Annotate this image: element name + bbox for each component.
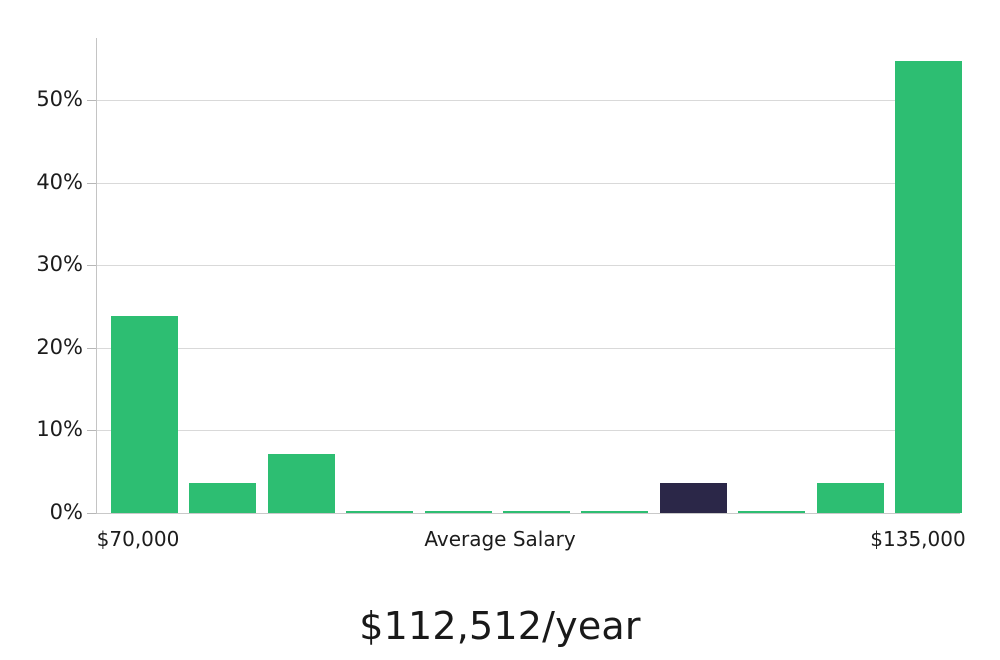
average-salary-caption: $112,512/year (359, 604, 641, 648)
y-axis-tick-label: 40% (36, 169, 83, 194)
bar-rect (738, 511, 806, 513)
plot-area (97, 38, 963, 514)
bar-rect (189, 483, 257, 513)
bar-rect (502, 511, 571, 513)
bar[interactable] (424, 511, 492, 513)
y-axis-tick-mark (87, 182, 96, 184)
y-axis-tick-mark (87, 513, 96, 514)
gridline-30pct (97, 265, 960, 267)
bar-rect (895, 61, 963, 513)
y-axis-tick-label: 50% (36, 86, 83, 111)
bar[interactable] (502, 511, 571, 513)
y-axis-tick-mark (87, 347, 96, 349)
y-axis-tick-label: 10% (36, 417, 83, 442)
y-axis-tick-label: 0% (49, 500, 83, 524)
bar[interactable] (110, 315, 178, 513)
bar[interactable] (816, 483, 884, 513)
y-axis-tick-mark (87, 430, 96, 432)
gridline-20pct (97, 347, 960, 349)
gridline-0pct (97, 513, 960, 514)
gridline-50pct (97, 99, 960, 101)
x-axis-title: Average Salary (424, 527, 576, 551)
bar[interactable] (189, 483, 257, 513)
y-axis-spine (96, 38, 97, 514)
bar-rect (346, 511, 414, 513)
bar[interactable] (346, 511, 414, 513)
x-axis-tick-label-min: $70,000 (96, 527, 180, 551)
bar-rect (581, 511, 649, 513)
gridline-10pct (97, 430, 960, 432)
bar[interactable] (267, 454, 335, 513)
bar-rect (267, 454, 335, 513)
bar-rect (424, 511, 492, 513)
bar[interactable] (581, 511, 649, 513)
bar[interactable] (738, 511, 806, 513)
y-axis-tick-labels: 0% 10% 20% 30% 40% 50% (0, 0, 83, 660)
y-axis-tick-label: 30% (36, 252, 83, 277)
bar-highlighted[interactable] (659, 483, 727, 513)
bar-rect (110, 315, 178, 513)
bar-rect (816, 483, 884, 513)
y-axis-tick-label: 20% (36, 334, 83, 359)
gridline-40pct (97, 182, 960, 184)
bar-rect (659, 483, 727, 513)
bar[interactable] (895, 61, 963, 513)
y-axis-tick-mark (87, 99, 96, 101)
y-axis-tick-mark (87, 265, 96, 267)
x-axis-tick-label-max: $135,000 (870, 527, 966, 551)
